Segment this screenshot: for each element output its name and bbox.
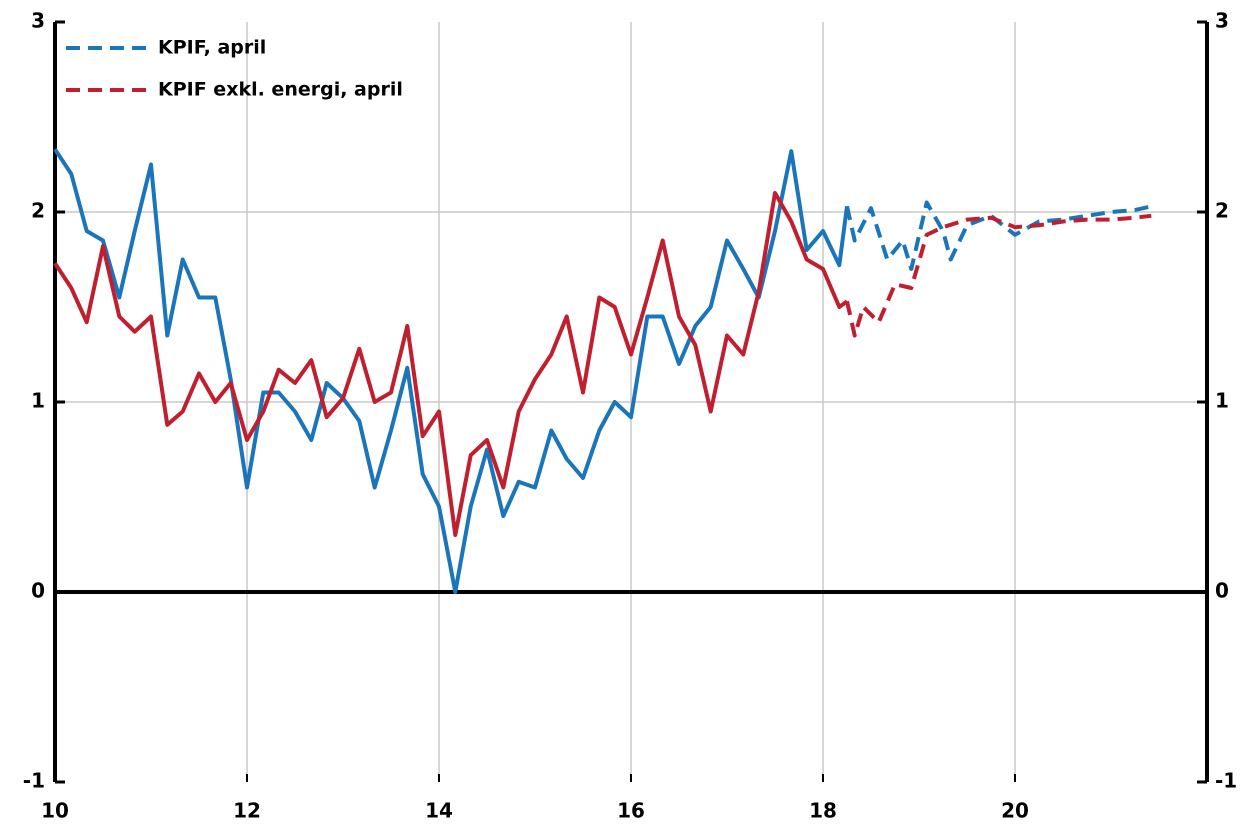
- y2-tick-label: 0: [1215, 579, 1229, 603]
- x-tick-label: 16: [617, 799, 645, 823]
- series-line: [845, 200, 1152, 271]
- y-tick-label: -1: [23, 769, 45, 793]
- legend-label: KPIF, april: [158, 37, 266, 59]
- x-tick-label: 14: [425, 799, 453, 823]
- y2-tick-label: 3: [1215, 9, 1229, 33]
- x-tick-label: 10: [41, 799, 69, 823]
- y-tick-label: 1: [31, 389, 45, 413]
- y-tick-label: 0: [31, 579, 45, 603]
- x-tick-label: 18: [809, 799, 837, 823]
- y2-tick-label: 2: [1215, 199, 1229, 223]
- series-line: [53, 191, 849, 537]
- x-tick-label: 12: [233, 799, 261, 823]
- y2-tick-label: 1: [1215, 389, 1229, 413]
- x-tick-label: 20: [1001, 799, 1029, 823]
- series-line: [845, 213, 1152, 338]
- y2-tick-label: -1: [1215, 769, 1237, 793]
- y-tick-label: 3: [31, 9, 45, 33]
- y-tick-label: 2: [31, 199, 45, 223]
- legend-label: KPIF exkl. energi, april: [158, 79, 403, 101]
- series-line: [53, 148, 849, 594]
